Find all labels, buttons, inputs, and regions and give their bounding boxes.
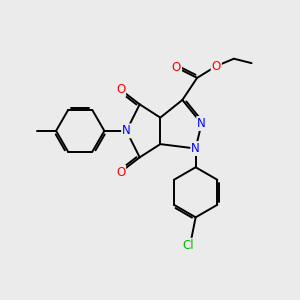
- Text: O: O: [116, 83, 125, 96]
- Text: N: N: [191, 142, 200, 155]
- Text: Cl: Cl: [182, 239, 194, 252]
- Text: O: O: [172, 61, 181, 74]
- Text: N: N: [122, 124, 131, 137]
- Text: O: O: [212, 60, 221, 73]
- Text: O: O: [116, 166, 125, 178]
- Text: N: N: [197, 117, 206, 130]
